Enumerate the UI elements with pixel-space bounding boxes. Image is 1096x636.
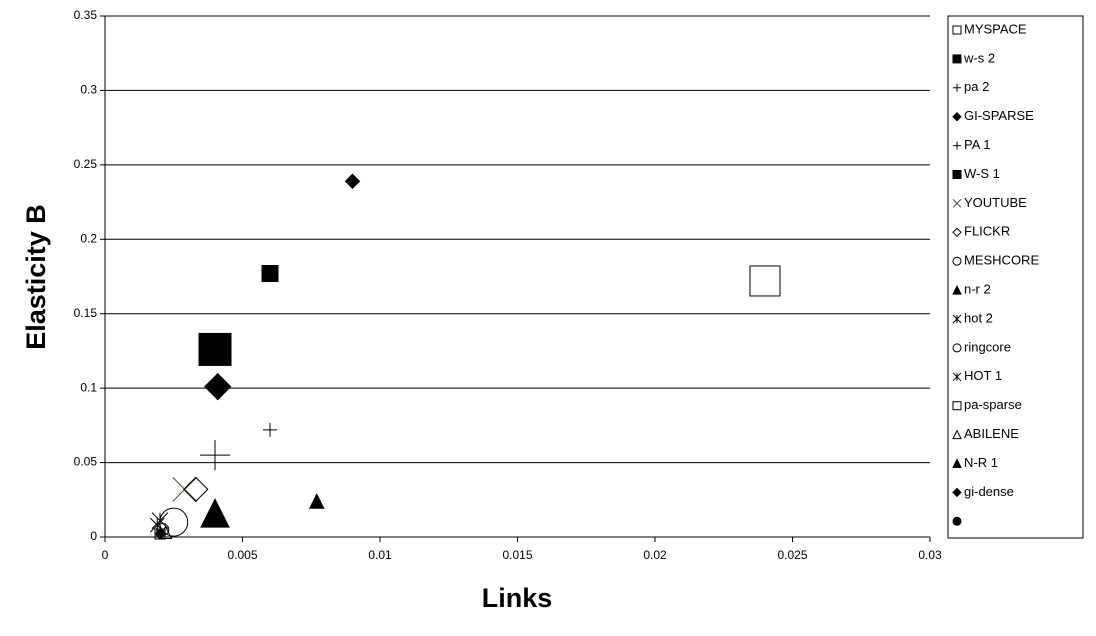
point xyxy=(308,493,325,509)
legend-marker xyxy=(952,458,962,468)
legend-marker xyxy=(952,487,962,498)
legend-marker xyxy=(952,401,962,411)
legend-marker xyxy=(952,372,962,382)
legend-label: hot 2 xyxy=(964,310,993,325)
legend-label: w-s 2 xyxy=(963,50,995,65)
legend-label: ringcore xyxy=(964,339,1011,354)
legend-marker xyxy=(952,429,962,440)
x-tick-label: 0.015 xyxy=(502,548,532,562)
x-axis-title: Links xyxy=(482,583,553,613)
legend-marker xyxy=(952,170,962,179)
legend-marker xyxy=(952,516,962,526)
legend-label: W-S 1 xyxy=(964,166,1000,181)
point xyxy=(261,265,279,283)
legend-marker xyxy=(953,83,961,92)
legend-marker xyxy=(952,54,962,64)
y-tick-label: 0.05 xyxy=(74,455,98,469)
point xyxy=(204,372,232,401)
y-tick-label: 0 xyxy=(90,529,97,543)
legend-label: PA 1 xyxy=(964,137,991,152)
point xyxy=(749,265,781,297)
x-tick-label: 0 xyxy=(102,548,109,562)
legend-label: gi-dense xyxy=(964,484,1014,499)
legend-label: MESHCORE xyxy=(964,253,1039,268)
legend-marker xyxy=(952,314,962,324)
y-tick-label: 0.35 xyxy=(74,8,98,22)
x-tick-label: 0.025 xyxy=(777,548,807,562)
legend-label: N-R 1 xyxy=(964,455,998,470)
legend-label: pa 2 xyxy=(964,79,989,94)
legend-marker xyxy=(952,111,962,122)
y-tick-label: 0.1 xyxy=(80,380,97,394)
legend-label: HOT 1 xyxy=(964,368,1002,383)
y-axis-title: Elasticity B xyxy=(21,204,51,350)
x-tick-label: 0.01 xyxy=(368,548,392,562)
point xyxy=(183,476,209,503)
legend-marker xyxy=(953,141,961,150)
y-tick-label: 0.25 xyxy=(74,157,98,171)
y-tick-label: 0.2 xyxy=(80,231,97,245)
legend-marker xyxy=(952,25,962,35)
legend-label: GI-SPARSE xyxy=(964,108,1034,123)
legend-marker xyxy=(952,227,962,238)
point xyxy=(263,422,277,437)
legend-marker xyxy=(952,284,962,295)
legend-label: n-r 2 xyxy=(964,282,991,297)
legend-label: YOUTUBE xyxy=(964,195,1027,210)
legend-label: MYSPACE xyxy=(964,21,1027,36)
point xyxy=(198,332,232,366)
point xyxy=(200,498,230,528)
point xyxy=(200,440,230,471)
y-tick-label: 0.3 xyxy=(80,83,97,97)
point xyxy=(172,477,198,502)
x-tick-label: 0.03 xyxy=(918,548,942,562)
y-tick-label: 0.15 xyxy=(74,306,98,320)
legend-marker xyxy=(952,343,962,353)
legend-marker xyxy=(952,256,962,266)
legend-box xyxy=(947,15,1084,539)
x-tick-label: 0.02 xyxy=(643,548,667,562)
point xyxy=(344,173,361,189)
x-tick-label: 0.005 xyxy=(227,548,257,562)
legend-label: FLICKR xyxy=(964,224,1010,239)
point xyxy=(155,529,165,539)
legend-label: pa-sparse xyxy=(964,397,1022,412)
legend-marker xyxy=(952,199,962,208)
legend-label: ABILENE xyxy=(964,426,1019,441)
